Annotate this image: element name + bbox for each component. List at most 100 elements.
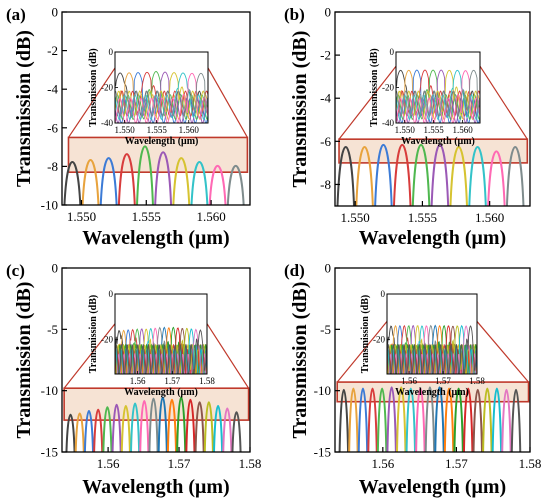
inset-channel-spectrum — [396, 69, 480, 121]
x-axis-label: Wavelength (μm) — [82, 227, 229, 249]
channel-peak — [81, 159, 100, 205]
channel-peak — [226, 165, 245, 205]
inset-x-axis-label: Wavelength (μm) — [124, 387, 198, 398]
inset-y-tick-label: -20 — [101, 83, 113, 93]
inset-channel-spectrum — [387, 325, 477, 374]
inset-spectra — [115, 71, 208, 123]
y-axis-label: Transmission (dB) — [13, 30, 35, 187]
channel-peak — [430, 143, 450, 206]
inset-x-tick-label: 1.550 — [395, 125, 416, 135]
y-tick-label: -4 — [320, 91, 331, 106]
y-tick-label: -8 — [47, 159, 58, 174]
zoom-connector — [207, 67, 248, 138]
zoom-connector — [67, 67, 116, 138]
channel-peak — [510, 388, 522, 452]
channel-peak — [355, 146, 374, 206]
channel-peak — [157, 396, 168, 452]
channel-peaks — [338, 386, 522, 452]
channel-peak — [472, 388, 483, 452]
inset-x-tick-label: 1.57 — [164, 376, 180, 386]
channel-peak — [434, 386, 445, 452]
inset-channel-spectrum — [396, 70, 480, 123]
channel-peak — [491, 387, 503, 452]
inset-channel-spectrum — [396, 69, 480, 117]
channel-peak — [405, 387, 417, 452]
channel-peak — [482, 387, 493, 452]
panel-label: (d) — [284, 261, 305, 280]
channel-peak — [336, 146, 356, 206]
x-tick-label: 1.560 — [196, 209, 225, 224]
inset-x-tick-label: 1.560 — [179, 125, 200, 135]
inset-y-tick-label: -20 — [382, 83, 394, 93]
channel-peak — [203, 401, 214, 452]
inset-channel-spectrum — [115, 329, 207, 374]
channel-peak — [190, 160, 209, 205]
channel-peak — [74, 412, 85, 452]
x-tick-label: 1.57 — [168, 456, 191, 471]
channel-peak — [154, 151, 173, 205]
inset-channel-spectrum — [396, 69, 480, 117]
y-tick-label: -10 — [41, 383, 58, 398]
x-axis-label: Wavelength (μm) — [82, 476, 229, 498]
y-tick-label: 0 — [325, 5, 332, 20]
y-tick-label: -2 — [320, 48, 331, 63]
x-tick-label: 1.58 — [519, 456, 542, 471]
channel-peak — [348, 387, 359, 452]
channel-peak — [93, 408, 104, 452]
channel-peaks — [336, 143, 525, 206]
y-tick-label: -6 — [320, 134, 331, 149]
channel-peak — [136, 145, 154, 205]
inset-y-axis-label: Transmission (dB) — [360, 295, 371, 373]
y-tick-label: -10 — [41, 198, 58, 213]
y-axis-label: Transmission (dB) — [289, 282, 311, 439]
y-tick-label: 0 — [325, 261, 332, 276]
x-tick-label: 1.57 — [445, 456, 468, 471]
channel-peak — [487, 150, 506, 206]
y-tick-label: -8 — [320, 177, 331, 192]
channel-peak — [213, 405, 224, 452]
channel-peak — [505, 146, 525, 206]
channel-peak — [208, 165, 227, 205]
channel-peak — [357, 387, 369, 452]
channel-peak — [338, 388, 350, 452]
inset-spectra — [396, 69, 480, 123]
x-tick-label: 1.550 — [67, 209, 96, 224]
channel-peak — [65, 414, 76, 452]
channel-peak — [102, 406, 113, 452]
inset-channel-spectrum — [115, 71, 208, 117]
y-tick-label: -2 — [47, 43, 58, 58]
inset-y-tick-label: -20 — [101, 335, 113, 345]
zoom-connector — [479, 65, 528, 140]
inset-x-axis-label: Wavelength (μm) — [125, 136, 199, 147]
channel-peak — [386, 386, 397, 452]
y-tick-label: -15 — [314, 445, 331, 460]
channel-peak — [453, 387, 464, 452]
inset-y-tick-label: 0 — [381, 289, 386, 299]
channel-peak — [443, 387, 455, 452]
channel-peaks — [63, 145, 245, 205]
channel-peak — [194, 401, 205, 452]
inset-channel-spectrum — [115, 72, 208, 117]
y-tick-label: -6 — [47, 120, 58, 135]
channel-peak — [468, 146, 487, 206]
x-tick-label: 1.555 — [132, 209, 161, 224]
channel-peak — [501, 388, 512, 452]
inset-x-tick-label: 1.56 — [130, 376, 146, 386]
inset-y-axis-label: Transmission (dB) — [369, 48, 380, 126]
channel-peak — [166, 399, 178, 452]
inset-channel-spectrum — [115, 72, 208, 121]
zoom-connector — [336, 321, 388, 383]
channel-peak — [83, 410, 95, 452]
channel-peak — [411, 143, 431, 206]
channel-peak — [231, 411, 242, 452]
channel-peak — [99, 157, 118, 205]
inset-y-tick-label: -20 — [373, 335, 385, 345]
y-tick-label: -4 — [47, 82, 58, 97]
